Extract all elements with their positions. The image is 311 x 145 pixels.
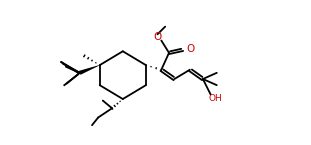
Polygon shape	[79, 65, 100, 75]
Text: O: O	[187, 44, 195, 54]
Text: OH: OH	[208, 94, 222, 103]
Text: O: O	[153, 32, 162, 42]
